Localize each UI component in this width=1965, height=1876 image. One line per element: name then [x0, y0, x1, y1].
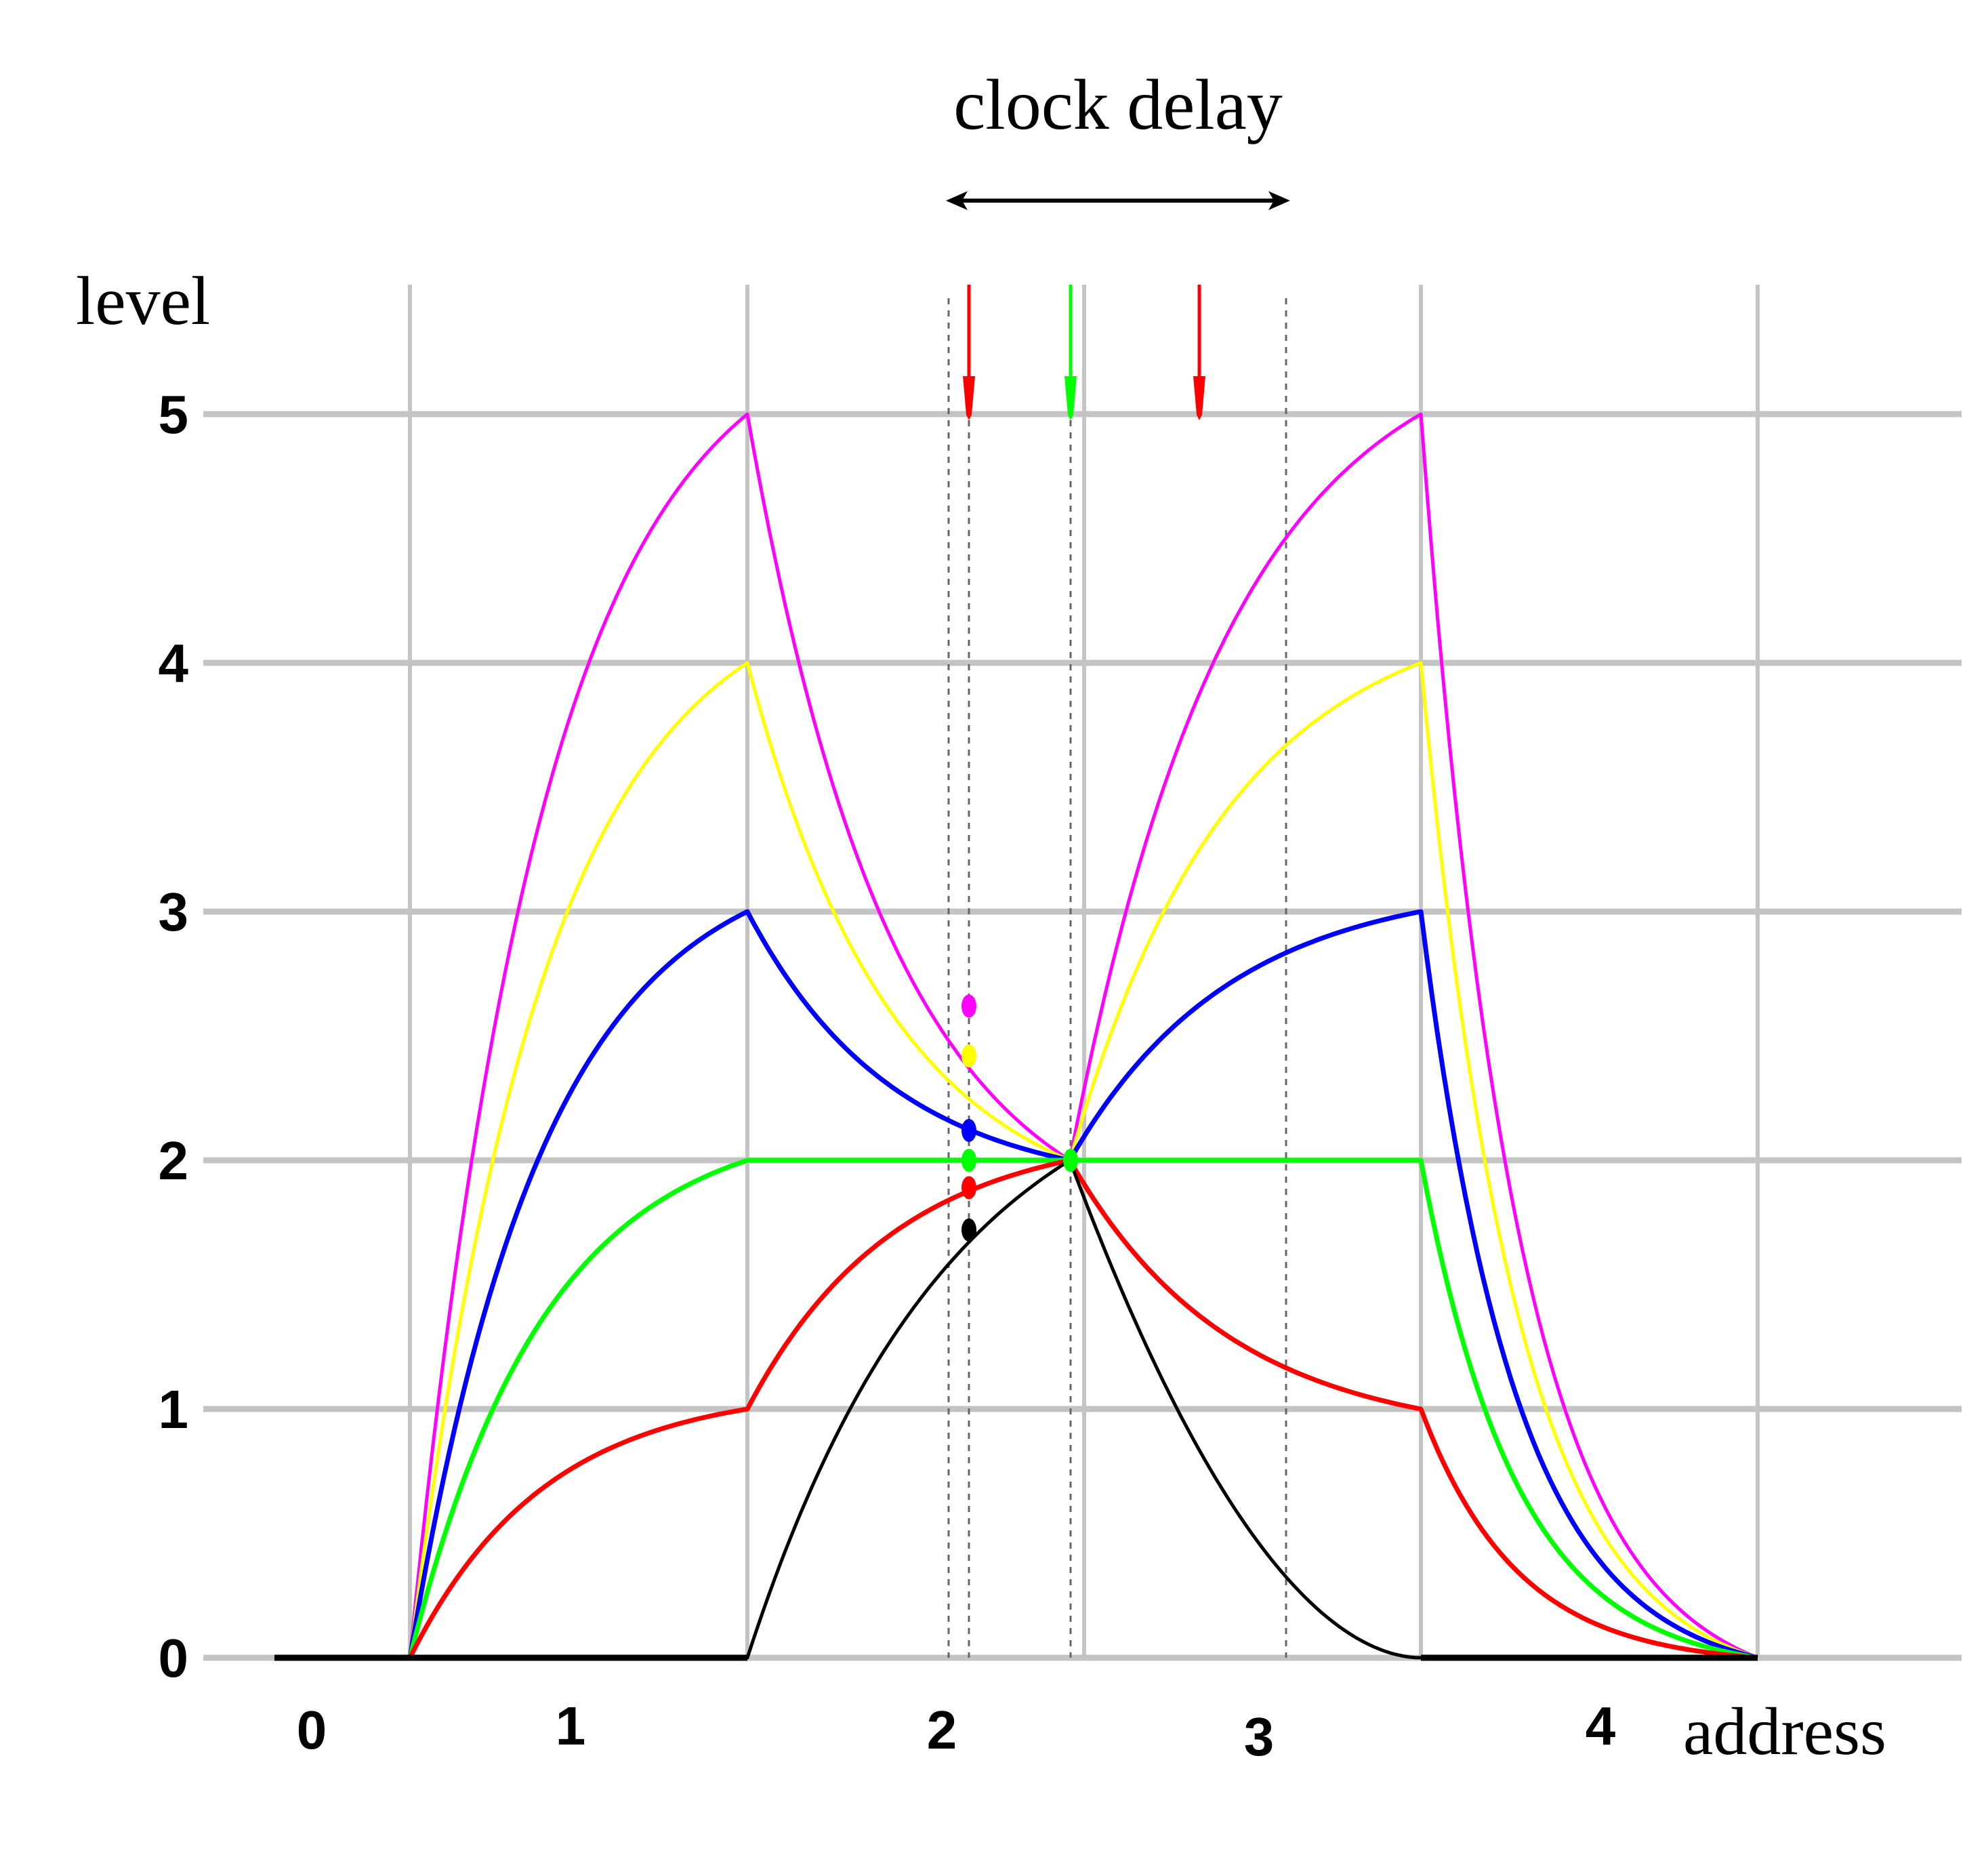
x-tick-label: 1 [556, 1696, 586, 1756]
clock-marker-head [1064, 376, 1077, 420]
delay-arrow-right-head [1268, 191, 1290, 210]
x-tick-labels: 0 1 2 3 4 [297, 1696, 1616, 1767]
x-axis-label: address [1683, 1694, 1886, 1769]
delay-arrow-left-head [946, 191, 968, 210]
grid [203, 285, 1962, 1661]
sample-point [961, 1218, 976, 1242]
y-tick-labels: 0 1 2 3 4 5 [159, 384, 189, 1688]
y-tick-label: 5 [159, 384, 189, 445]
y-tick-label: 0 [159, 1628, 189, 1688]
x-tick-label: 2 [927, 1700, 957, 1760]
sample-point [961, 1149, 976, 1172]
sample-point [961, 1118, 976, 1142]
x-tick-label: 4 [1586, 1696, 1616, 1756]
y-tick-label: 1 [159, 1379, 189, 1440]
y-tick-label: 4 [159, 633, 189, 693]
sample-points [961, 994, 1078, 1242]
clock-marker-head [963, 376, 975, 420]
sample-point [961, 994, 976, 1018]
sample-point [1063, 1149, 1078, 1172]
clock-markers [963, 285, 1205, 420]
x-tick-label: 3 [1244, 1707, 1275, 1767]
clock-marker-head [1193, 376, 1205, 420]
labels: clock delay level address [76, 65, 1886, 1769]
chart-title: clock delay [953, 65, 1283, 144]
y-tick-label: 3 [159, 882, 189, 942]
x-tick-label: 0 [297, 1700, 327, 1760]
sample-point [961, 1176, 976, 1200]
y-tick-label: 2 [159, 1130, 189, 1191]
y-axis-label: level [76, 263, 210, 340]
delay-arrow [946, 191, 1290, 210]
sample-point [961, 1044, 976, 1067]
